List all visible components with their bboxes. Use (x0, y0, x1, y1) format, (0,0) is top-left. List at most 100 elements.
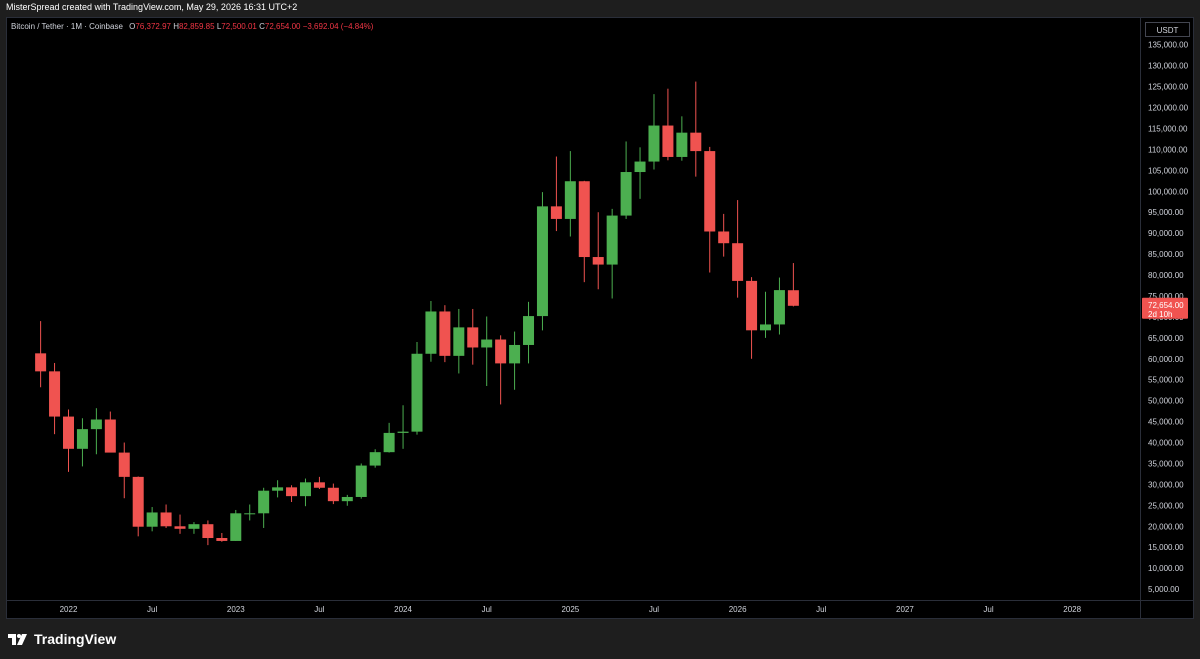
candle-body (397, 431, 409, 433)
candle-body (355, 465, 367, 497)
y-tick-label: 50,000.00 (1148, 397, 1184, 406)
x-tick-label: 2022 (60, 605, 78, 614)
candle-body (676, 132, 688, 157)
candle-body (453, 327, 465, 356)
y-tick-label: 80,000.00 (1148, 271, 1184, 280)
y-tick-label: 65,000.00 (1148, 334, 1184, 343)
candle-body (536, 206, 548, 317)
candle-body (648, 125, 660, 162)
last-price-tag (1142, 297, 1188, 319)
candle-body (90, 419, 102, 430)
x-tick-label: 2025 (561, 605, 579, 614)
x-tick-label: 2026 (729, 605, 747, 614)
candle-body (299, 482, 311, 497)
high-label: H (173, 22, 179, 31)
candle-body (327, 487, 339, 502)
y-tick-label: 110,000.00 (1148, 145, 1188, 154)
y-tick-label: 5,000.00 (1148, 585, 1180, 594)
x-tick-label: Jul (983, 605, 993, 614)
candle-body (481, 339, 493, 348)
low-value: 72,500.01 (221, 22, 257, 31)
candle-body (341, 496, 353, 502)
price-chart[interactable]: 5,000.00 10,000.00 15,000.00 20,000.00 25,00… (0, 0, 1200, 620)
x-tick-label: 2023 (227, 605, 245, 614)
y-tick-label: 40,000.00 (1148, 439, 1184, 448)
candle-body (286, 487, 298, 497)
tradingview-logo[interactable]: TradingView (8, 631, 116, 647)
candle-body (718, 231, 730, 244)
x-tick-label: 2024 (394, 605, 412, 614)
candle-body (383, 432, 395, 453)
y-tick-label: 15,000.00 (1148, 543, 1184, 552)
candle-body (578, 181, 590, 258)
ohlc-legend: Bitcoin / Tether · 1M · Coinbase O76,372… (11, 22, 373, 31)
y-tick-label: 125,000.00 (1148, 83, 1189, 92)
y-tick-label: 55,000.00 (1148, 376, 1184, 385)
candle-body (746, 280, 758, 331)
candle-body (369, 452, 381, 466)
candle-body (230, 513, 242, 541)
y-tick-label: 85,000.00 (1148, 250, 1184, 259)
x-tick-label: Jul (147, 605, 157, 614)
countdown-label: 2d 10h (1148, 310, 1172, 319)
candle-body (760, 324, 771, 331)
candle-body (258, 490, 270, 514)
y-tick-label: 135,000.00 (1148, 41, 1189, 50)
currency-button[interactable]: USDT (1145, 22, 1190, 37)
open-value: 76,372.97 (135, 22, 171, 31)
candle-body (550, 206, 562, 219)
chart-frame[interactable] (6, 17, 1194, 619)
y-tick-label: 25,000.00 (1148, 501, 1184, 510)
candle-body (49, 371, 61, 417)
attribution-bar: MisterSpread created with TradingView.co… (0, 0, 1200, 15)
candle-body (509, 344, 521, 364)
candle-body (773, 290, 785, 325)
candle-body (439, 311, 451, 356)
candle-body (313, 482, 325, 488)
candle-body (690, 132, 702, 152)
y-tick-label: 30,000.00 (1148, 480, 1184, 489)
y-tick-label: 105,000.00 (1148, 166, 1189, 175)
symbol-title: Bitcoin / Tether · 1M · Coinbase (11, 22, 123, 31)
candle-body (606, 215, 618, 265)
low-label: L (216, 22, 222, 31)
candle-body (132, 476, 144, 527)
tradingview-logo-icon (8, 634, 27, 645)
candle-body (467, 327, 479, 348)
x-tick-label: Jul (314, 605, 324, 614)
candle-body (662, 125, 674, 157)
footer-bar (0, 619, 1200, 659)
candle-body (35, 353, 47, 372)
open-label: O (129, 22, 136, 31)
candle-body (118, 452, 130, 477)
candle-body (244, 513, 256, 515)
y-tick-label: 115,000.00 (1148, 124, 1188, 133)
high-value: 82,859.85 (178, 22, 215, 31)
x-tick-label: 2028 (1063, 605, 1081, 614)
last-price-label: 72,654.00 (1148, 301, 1184, 310)
candle-body (174, 526, 186, 529)
candle-body (188, 524, 200, 529)
x-tick-label: Jul (816, 605, 826, 614)
candle-body (411, 353, 423, 432)
candle-body (704, 151, 716, 232)
close-value: 72,654.00 (264, 22, 301, 31)
candle-body (146, 512, 158, 527)
y-tick-label: 75,000.00 (1148, 292, 1184, 301)
candle-body (634, 161, 646, 173)
candle-body (564, 181, 576, 219)
y-tick-label: 60,000.00 (1148, 355, 1184, 364)
y-tick-label: 10,000.00 (1148, 564, 1184, 573)
y-tick-label: 20,000.00 (1148, 522, 1184, 531)
tradingview-logo-text: TradingView (34, 631, 117, 647)
candle-body (732, 243, 744, 281)
candle-body (620, 172, 632, 216)
close-label: C (259, 22, 265, 31)
y-tick-label: 90,000.00 (1148, 229, 1184, 238)
change-value: −3,692.04 (−4.84%) (302, 22, 374, 31)
x-tick-label: Jul (482, 605, 492, 614)
y-tick-label: 120,000.00 (1148, 104, 1189, 113)
candle-body (592, 257, 604, 265)
x-tick-label: 2027 (896, 605, 914, 614)
candle-body (787, 290, 799, 306)
